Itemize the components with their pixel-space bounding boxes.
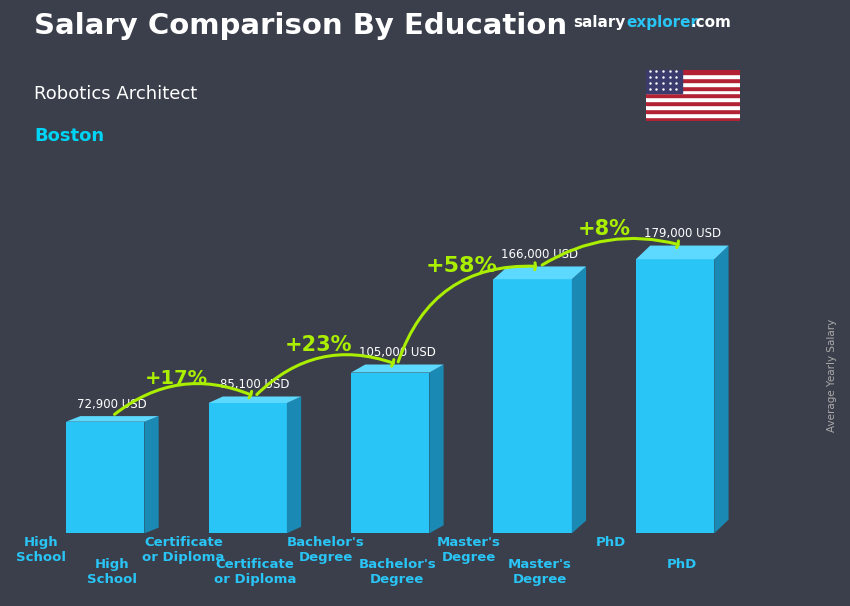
Polygon shape — [714, 245, 728, 533]
Bar — [646, 74, 740, 78]
Bar — [646, 117, 740, 121]
Text: .com: .com — [690, 15, 731, 30]
Bar — [646, 98, 740, 101]
Polygon shape — [208, 396, 301, 403]
Text: +8%: +8% — [577, 219, 631, 239]
Text: Average Yearly Salary: Average Yearly Salary — [827, 319, 837, 432]
Text: Boston: Boston — [34, 127, 104, 145]
Text: Bachelor's
Degree: Bachelor's Degree — [359, 558, 436, 586]
Text: Certificate
or Diploma: Certificate or Diploma — [213, 558, 296, 586]
Bar — [646, 82, 740, 85]
Text: explorer: explorer — [626, 15, 699, 30]
Bar — [646, 78, 740, 82]
Text: Salary Comparison By Education: Salary Comparison By Education — [34, 12, 567, 40]
Bar — [646, 113, 740, 117]
Text: +23%: +23% — [286, 335, 353, 355]
Bar — [646, 93, 740, 98]
Text: High
School: High School — [16, 536, 66, 564]
Text: 179,000 USD: 179,000 USD — [643, 227, 721, 240]
Polygon shape — [636, 245, 728, 259]
Text: Master's
Degree: Master's Degree — [507, 558, 572, 586]
Bar — [646, 101, 740, 105]
Bar — [646, 105, 740, 109]
Polygon shape — [287, 396, 301, 533]
Text: Certificate
or Diploma: Certificate or Diploma — [143, 536, 224, 564]
Polygon shape — [429, 364, 444, 533]
Text: 72,900 USD: 72,900 USD — [77, 398, 147, 411]
Polygon shape — [636, 259, 714, 533]
Polygon shape — [144, 416, 159, 533]
Bar — [646, 85, 740, 90]
Text: 166,000 USD: 166,000 USD — [502, 248, 578, 261]
Bar — [646, 70, 740, 74]
Polygon shape — [66, 422, 144, 533]
Bar — [646, 70, 682, 93]
Polygon shape — [208, 403, 287, 533]
Polygon shape — [351, 373, 429, 533]
Text: Robotics Architect: Robotics Architect — [34, 85, 197, 103]
Polygon shape — [494, 267, 586, 279]
Text: PhD: PhD — [596, 536, 626, 549]
Bar — [646, 109, 740, 113]
Text: Bachelor's
Degree: Bachelor's Degree — [287, 536, 365, 564]
Text: +17%: +17% — [144, 370, 208, 388]
Text: Master's
Degree: Master's Degree — [437, 536, 501, 564]
Text: PhD: PhD — [667, 558, 697, 571]
Polygon shape — [572, 267, 586, 533]
Text: salary: salary — [574, 15, 626, 30]
Polygon shape — [66, 416, 159, 422]
Text: 85,100 USD: 85,100 USD — [220, 378, 290, 391]
Text: 105,000 USD: 105,000 USD — [359, 346, 436, 359]
Text: +58%: +58% — [426, 256, 497, 276]
Text: High
School: High School — [88, 558, 138, 586]
Polygon shape — [494, 279, 572, 533]
Bar — [646, 90, 740, 93]
Polygon shape — [351, 364, 444, 373]
